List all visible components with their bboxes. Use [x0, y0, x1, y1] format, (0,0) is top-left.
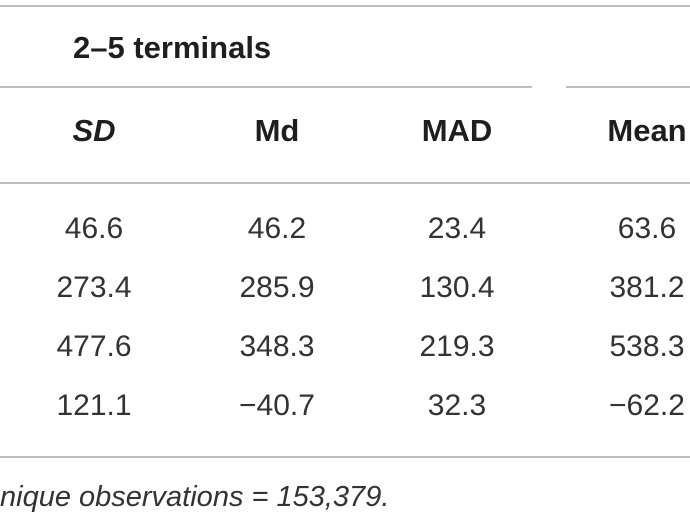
table-footnote: nique observations = 153,379.	[0, 481, 390, 513]
next-group-underline-rule	[566, 86, 690, 88]
bottom-rule	[0, 456, 690, 458]
column-header-mad: MAD	[421, 113, 493, 148]
table-cell: 46.2	[247, 212, 307, 245]
table-cell: −40.7	[239, 389, 315, 422]
table-cell: 381.2	[609, 271, 685, 304]
table-cell: 121.1	[56, 389, 132, 422]
column-header-md: Md	[254, 113, 300, 148]
table-cell: 46.6	[64, 212, 124, 245]
table-cell: 23.4	[427, 212, 487, 245]
table-cell: 63.6	[617, 212, 677, 245]
header-bottom-rule	[0, 182, 690, 184]
group-title: 2–5 terminals	[73, 30, 272, 65]
table-cell: 32.3	[427, 389, 487, 422]
column-header-sd: SD	[72, 113, 116, 148]
table-cell: 348.3	[239, 330, 315, 363]
table-cell: 130.4	[419, 271, 495, 304]
column-header-mean: Mean	[607, 113, 687, 148]
table-cell: −62.2	[609, 389, 685, 422]
table-cell: 285.9	[239, 271, 315, 304]
table-cell: 538.3	[609, 330, 685, 363]
table-cell: 219.3	[419, 330, 495, 363]
group-underline-rule	[0, 86, 532, 88]
table-cell: 273.4	[56, 271, 132, 304]
table-cell: 477.6	[56, 330, 132, 363]
top-rule	[0, 5, 690, 7]
